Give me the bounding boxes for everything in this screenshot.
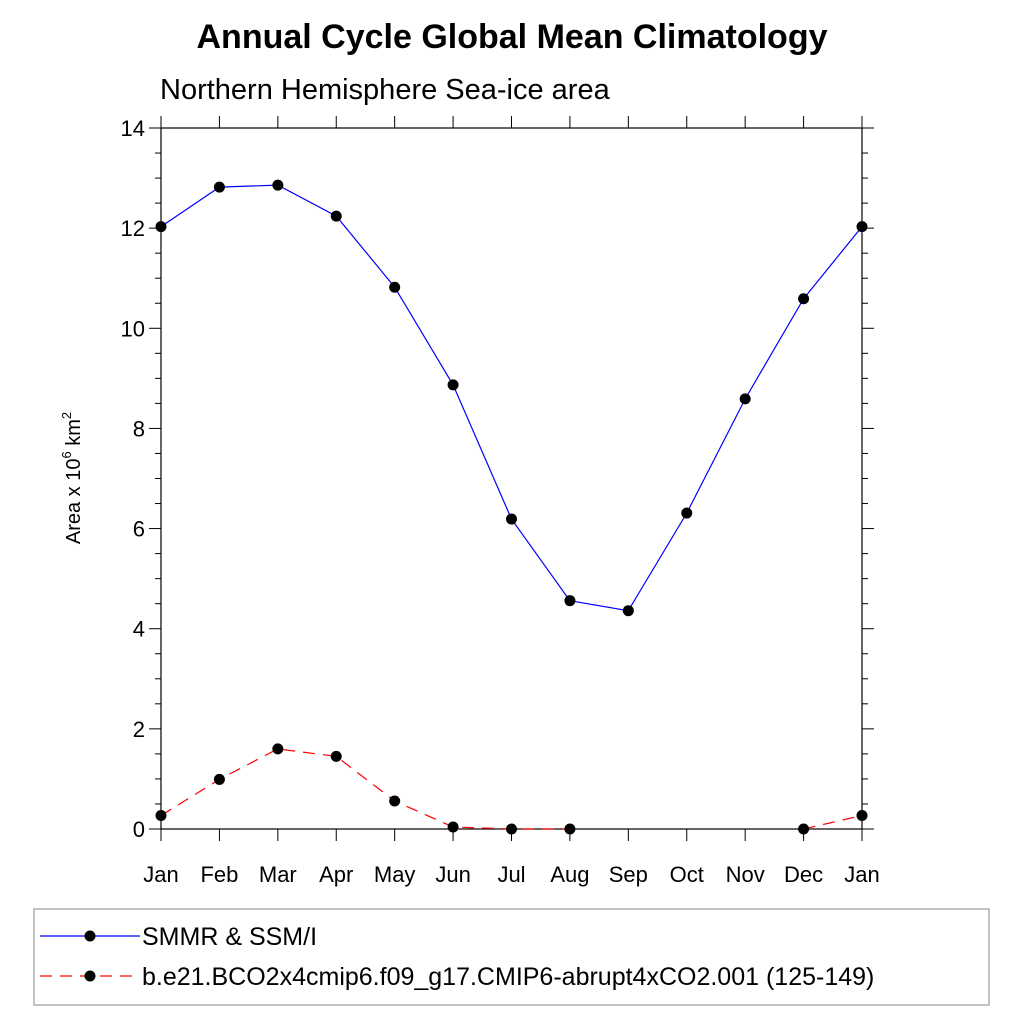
data-point-0	[506, 513, 517, 525]
data-point-1	[506, 823, 517, 835]
series-line-1	[803, 814, 863, 830]
y-axis-label: Area x 106 km2	[59, 412, 85, 544]
data-point-0	[856, 221, 868, 233]
data-point-1	[213, 773, 225, 785]
data-point-1	[272, 743, 284, 755]
x-tick-label: Oct	[670, 862, 704, 887]
legend-item-model: b.e21.BCO2x4cmip6.f09_g17.CMIP6-abrupt4x…	[40, 963, 874, 991]
data-point-1	[389, 795, 401, 807]
data-point-0	[447, 379, 459, 391]
plot-frame	[160, 127, 863, 830]
data-point-1	[155, 809, 167, 821]
y-tick-label: 4	[133, 617, 145, 642]
data-point-0	[389, 281, 401, 293]
series-line-0	[160, 184, 863, 612]
y-axis-label-exponent: 6	[59, 451, 74, 458]
legend-item-smmr: SMMR & SSM/I	[40, 923, 317, 951]
y-tick-label: 8	[133, 416, 145, 441]
data-point-0	[155, 221, 167, 233]
data-point-1	[330, 750, 342, 762]
chart-subtitle: Northern Hemisphere Sea-ice area	[160, 74, 611, 106]
data-point-1	[856, 809, 868, 821]
data-point-0	[798, 293, 810, 305]
data-point-0	[564, 595, 576, 607]
y-tick-label: 12	[121, 216, 145, 241]
data-point-0	[213, 181, 225, 193]
legend-marker-smmr	[84, 930, 96, 942]
plot-area: 0 2 4 6 8 10 12 14 Jan Feb Mar Apr May Jun Jul Aug Sep Oc…	[121, 116, 880, 887]
data-point-1	[798, 823, 810, 835]
x-tick-label: Feb	[200, 862, 238, 887]
x-tick-label: Jan	[143, 862, 178, 887]
data-point-1	[564, 823, 576, 835]
x-tick-label: Dec	[784, 862, 823, 887]
y-tick-label: 14	[121, 116, 145, 141]
legend-label-model: b.e21.BCO2x4cmip6.f09_g17.CMIP6-abrupt4x…	[142, 963, 874, 991]
x-tick-label: Sep	[609, 862, 648, 887]
y-tick-label: 6	[133, 517, 145, 542]
y-axis-label-unit: km	[63, 419, 85, 451]
x-tick-label: Mar	[259, 862, 297, 887]
data-point-0	[330, 210, 342, 222]
x-tick-label: Jan	[844, 862, 879, 887]
legend-marker-model	[84, 970, 96, 982]
series-line-1	[160, 748, 570, 830]
x-tick-label: Aug	[550, 862, 589, 887]
legend-label-smmr: SMMR & SSM/I	[142, 923, 317, 951]
data-point-0	[681, 507, 693, 519]
y-tick-label: 10	[121, 316, 145, 341]
legend-box	[33, 908, 990, 1006]
data-point-1	[447, 821, 459, 833]
x-tick-label: Apr	[319, 862, 353, 887]
legend: SMMR & SSM/I b.e21.BCO2x4cmip6.f09_g17.C…	[33, 908, 990, 1006]
x-tick-label: Jun	[435, 862, 470, 887]
y-tick-label: 2	[133, 717, 145, 742]
x-tick-label: Nov	[726, 862, 765, 887]
y-axis-label-unit-exponent: 2	[59, 412, 74, 419]
y-axis-label-prefix: Area x 10	[63, 459, 85, 545]
data-point-0	[622, 605, 634, 617]
y-tick-label: 0	[133, 817, 145, 842]
x-tick-label: Jul	[497, 862, 525, 887]
data-point-0	[272, 179, 284, 191]
data-point-0	[739, 393, 751, 405]
chart-title: Annual Cycle Global Mean Climatology	[197, 18, 828, 56]
x-tick-label: May	[374, 862, 416, 887]
